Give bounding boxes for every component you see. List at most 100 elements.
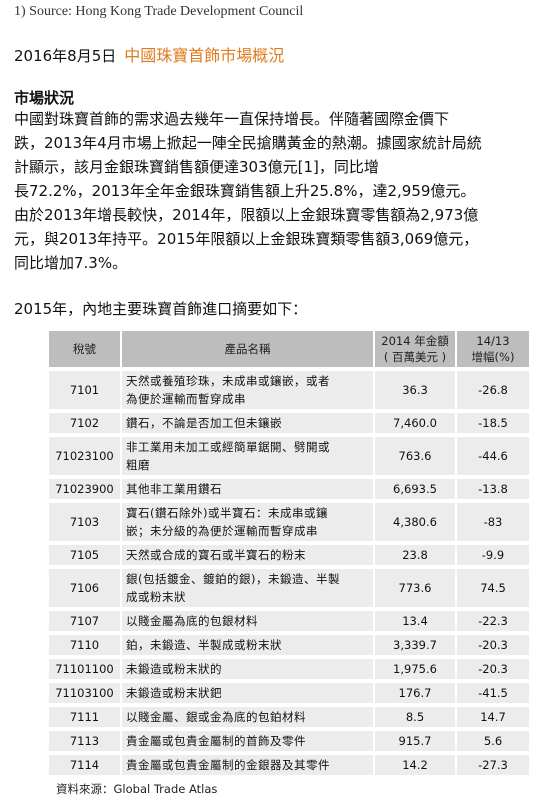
table-row: 71023900 其他非工業用鑽石 6,693.5 -13.8 [49,475,529,501]
date-title-line: 2016年8月5日 中國珠寶首飾市場概況 [14,42,284,66]
paragraph-line: 元，與2013年持平。2015年限額以上金銀珠寶類零售額3,069億元， [14,230,479,248]
header-amount: 2014 年金額 ( 百萬美元 ) [374,331,457,369]
cell-name-line2: 粗磨 [126,458,150,472]
cell-name-line1: 貴金屬或包貴金屬制的首飾及零件 [126,734,306,748]
cell-name-line2: 嵌；未分級的為便於運輸而暫穿成串 [126,524,318,538]
table-row: 7111 以賤金屬、銀或金為底的包鉑材料 8.5 14.7 [49,703,529,729]
cell-growth: -20.3 [456,655,529,681]
cell-name-line1: 天然或合成的寶石或半寶石的粉末 [126,548,306,562]
cell-name: 寶石(鑽石除外)或半寶石：未成串或鑲 嵌；未分級的為便於運輸而暫穿成串 [121,499,375,543]
cell-growth: -22.3 [456,607,529,633]
paragraph-line: 跌，2013年4月市場上掀起一陣全民搶購黃金的熱潮。據國家統計局統 [14,134,482,152]
cell-amount: 6,693.5 [374,475,457,501]
cell-name: 非工業用未加工或經簡單鋸開、劈開或 粗磨 [121,433,375,477]
cell-code: 7105 [49,541,122,567]
cell-amount: 4,380.6 [374,499,457,543]
cell-name-line1: 其他非工業用鑽石 [126,482,222,496]
cell-code: 71103100 [49,679,122,705]
cell-code: 7114 [49,751,122,775]
cell-growth: -13.8 [456,475,529,501]
table-header-row: 稅號 產品名稱 2014 年金額 ( 百萬美元 ) 14/13 增幅(%) [49,331,529,369]
table-row: 7105 天然或合成的寶石或半寶石的粉末 23.8 -9.9 [49,541,529,567]
cell-growth: 74.5 [456,565,529,609]
cell-growth: 14.7 [456,703,529,729]
cell-code: 7110 [49,631,122,657]
cell-name: 天然或養殖珍珠，未成串或鑲嵌，或者 為便於運輸而暫穿成串 [121,367,375,411]
cell-name-line1: 未鍛造或粉末狀鈀 [126,686,222,700]
cell-growth: -18.5 [456,409,529,435]
cell-name-line1: 以賤金屬為底的包銀材料 [126,614,258,628]
cell-growth: -44.6 [456,433,529,477]
header-growth: 14/13 增幅(%) [456,331,529,369]
cell-code: 7101 [49,367,122,411]
table-row: 7114 貴金屬或包貴金屬制的金銀器及其零件 14.2 -27.3 [49,751,529,775]
table-row: 7106 銀(包括鍍金、鍍鉑的銀)，未鍛造、半製 成或粉末狀 773.6 74.5 [49,565,529,609]
cell-amount: 1,975.6 [374,655,457,681]
header-code: 稅號 [49,331,122,369]
cell-name-line1: 鑽石，不論是否加工但未鑲嵌 [126,416,282,430]
table-row: 7103 寶石(鑽石除外)或半寶石：未成串或鑲 嵌；未分級的為便於運輸而暫穿成串 4,… [49,499,529,543]
cell-code: 7106 [49,565,122,609]
table-row: 7107 以賤金屬為底的包銀材料 13.4 -22.3 [49,607,529,633]
table-row: 7113 貴金屬或包貴金屬制的首飾及零件 915.7 5.6 [49,727,529,753]
source-line: 1) Source: Hong Kong Trade Development C… [14,4,304,19]
header-amount-line1: 2014 年金額 [381,334,449,348]
cell-growth: -20.3 [456,631,529,657]
table-row: 7110 鉑，未鍛造、半製成或粉末狀 3,339.7 -20.3 [49,631,529,657]
cell-name-line2: 為便於運輸而暫穿成串 [126,392,246,406]
paragraph-line: 計顯示，該月金銀珠寶銷售額便達303億元[1]，同比增 [14,158,379,176]
paragraph-line: 中國對珠寶首飾的需求過去幾年一直保持增長。伴隨著國際金價下 [14,110,450,128]
cell-name: 以賤金屬、銀或金為底的包鉑材料 [121,703,375,729]
cell-name-line1: 未鍛造或粉末狀的 [126,662,222,676]
table-body: 7101 天然或養殖珍珠，未成串或鑲嵌，或者 為便於運輸而暫穿成串 36.3 -26.8… [49,367,529,775]
cell-amount: 13.4 [374,607,457,633]
cell-code: 7103 [49,499,122,543]
section-heading: 市場狀況 [14,89,75,107]
cell-code: 71023900 [49,475,122,501]
cell-amount: 7,460.0 [374,409,457,435]
cell-amount: 176.7 [374,679,457,705]
cell-name-line1: 非工業用未加工或經簡單鋸開、劈開或 [126,440,330,454]
cell-amount: 915.7 [374,727,457,753]
cell-name: 貴金屬或包貴金屬制的金銀器及其零件 [121,751,375,775]
cell-amount: 23.8 [374,541,457,567]
cell-code: 7102 [49,409,122,435]
header-growth-line2: 增幅(%) [471,350,515,364]
table-intro: 2015年，內地主要珠寶首飾進口摘要如下： [14,300,308,318]
cell-growth: 5.6 [456,727,529,753]
article-title: 中國珠寶首飾市場概況 [124,46,285,65]
cell-name: 鉑，未鍛造、半製成或粉末狀 [121,631,375,657]
cell-name: 天然或合成的寶石或半寶石的粉末 [121,541,375,567]
paragraph-line: 同比增加7.3%。 [14,254,128,272]
cell-name-line1: 寶石(鑽石除外)或半寶石：未成串或鑲 [126,506,328,520]
cell-growth: -9.9 [456,541,529,567]
cell-amount: 14.2 [374,751,457,775]
cell-growth: -27.3 [456,751,529,775]
date: 2016年8月5日 [14,47,117,65]
cell-amount: 773.6 [374,565,457,609]
table-row: 7102 鑽石，不論是否加工但未鑲嵌 7,460.0 -18.5 [49,409,529,435]
cell-code: 7111 [49,703,122,729]
cell-name-line1: 天然或養殖珍珠，未成串或鑲嵌，或者 [126,374,330,388]
cell-name-line1: 銀(包括鍍金、鍍鉑的銀)，未鍛造、半製 [126,572,340,586]
cell-code: 7107 [49,607,122,633]
cell-name: 以賤金屬為底的包銀材料 [121,607,375,633]
cell-name: 鑽石，不論是否加工但未鑲嵌 [121,409,375,435]
cell-name-line1: 以賤金屬、銀或金為底的包鉑材料 [126,710,306,724]
cell-name-line1: 鉑，未鍛造、半製成或粉末狀 [126,638,282,652]
table-row: 7101 天然或養殖珍珠，未成串或鑲嵌，或者 為便於運輸而暫穿成串 36.3 -26.8 [49,367,529,411]
header-name: 產品名稱 [121,331,375,369]
cell-name: 其他非工業用鑽石 [121,475,375,501]
cell-growth: -26.8 [456,367,529,411]
cell-amount: 763.6 [374,433,457,477]
cell-code: 71101100 [49,655,122,681]
cell-name: 銀(包括鍍金、鍍鉑的銀)，未鍛造、半製 成或粉末狀 [121,565,375,609]
cell-name-line1: 貴金屬或包貴金屬制的金銀器及其零件 [126,758,330,772]
cell-code: 71023100 [49,433,122,477]
cell-growth: -41.5 [456,679,529,705]
cell-amount: 8.5 [374,703,457,729]
market-paragraph: 中國對珠寶首飾的需求過去幾年一直保持增長。伴隨著國際金價下 跌，2013年4月市… [14,107,544,275]
import-table: 稅號 產品名稱 2014 年金額 ( 百萬美元 ) 14/13 增幅(%) 71… [49,331,529,775]
cell-code: 7113 [49,727,122,753]
paragraph-line: 長72.2%，2013年全年金銀珠寶銷售額上升25.8%，達2,959億元。 [14,182,476,200]
